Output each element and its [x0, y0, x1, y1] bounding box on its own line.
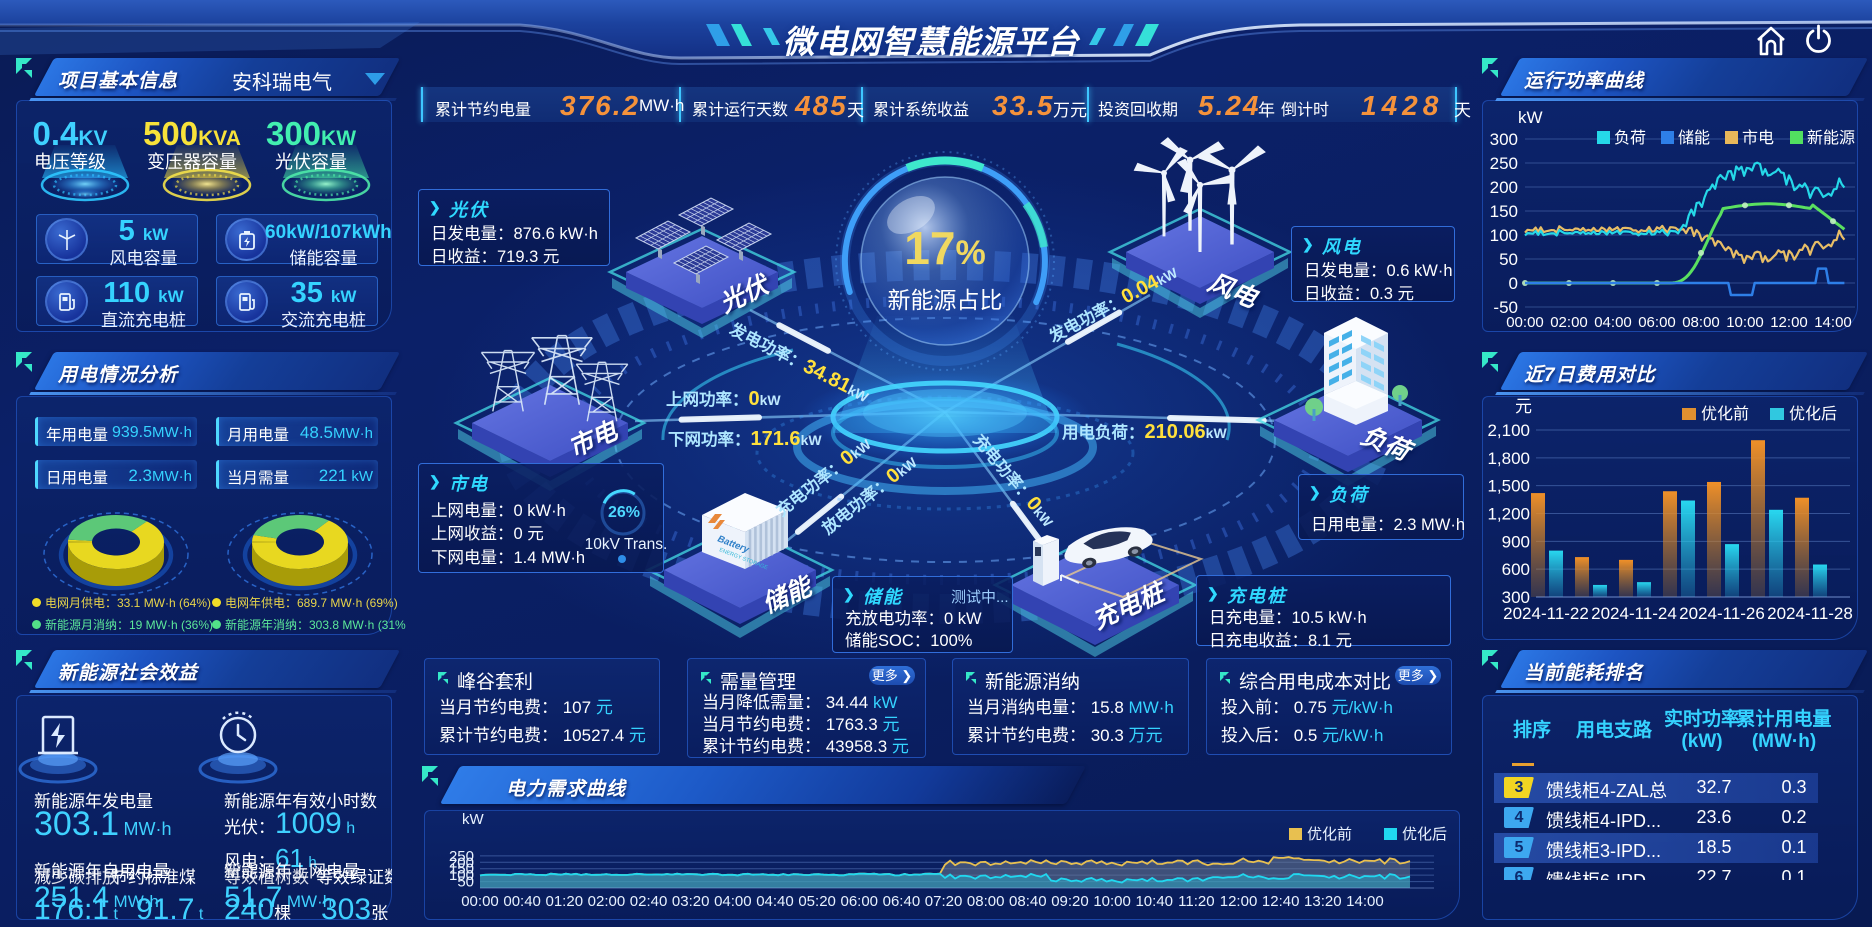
svg-text:300: 300	[1502, 588, 1530, 607]
svg-text:07:20: 07:20	[925, 893, 963, 910]
svg-text:04:00: 04:00	[714, 893, 752, 910]
svg-text:09:20: 09:20	[1051, 893, 1089, 910]
svg-text:1,500: 1,500	[1487, 477, 1530, 496]
svg-text:新能源: 新能源	[1807, 129, 1855, 147]
svg-text:11:20: 11:20	[1178, 893, 1214, 910]
svg-text:1,800: 1,800	[1487, 449, 1530, 468]
svg-text:13:20: 13:20	[1304, 893, 1342, 910]
svg-text:05:20: 05:20	[798, 893, 836, 910]
svg-text:200: 200	[1490, 178, 1518, 197]
svg-text:10:00: 10:00	[1093, 893, 1131, 910]
svg-text:02:40: 02:40	[630, 893, 668, 910]
svg-text:2024-11-22: 2024-11-22	[1503, 604, 1589, 623]
svg-text:00:40: 00:40	[503, 893, 541, 910]
svg-text:08:00: 08:00	[967, 893, 1005, 910]
svg-text:150: 150	[449, 861, 474, 878]
svg-text:08:00: 08:00	[1682, 314, 1720, 331]
svg-text:2,100: 2,100	[1487, 421, 1530, 440]
svg-text:市电: 市电	[1742, 129, 1774, 147]
svg-text:10:00: 10:00	[1726, 314, 1764, 331]
svg-text:14:00: 14:00	[1346, 893, 1384, 910]
svg-text:150: 150	[1490, 202, 1518, 221]
svg-text:01:20: 01:20	[546, 893, 584, 910]
svg-text:12:00: 12:00	[1220, 893, 1258, 910]
svg-text:2024-11-26: 2024-11-26	[1679, 604, 1765, 623]
svg-text:250: 250	[449, 848, 474, 865]
svg-text:300: 300	[1490, 130, 1518, 149]
svg-text:04:40: 04:40	[756, 893, 794, 910]
svg-text:00:00: 00:00	[461, 893, 499, 910]
svg-text:50: 50	[1499, 250, 1518, 269]
svg-text:14:00: 14:00	[1814, 314, 1852, 331]
svg-text:02:00: 02:00	[588, 893, 626, 910]
svg-text:2024-11-28: 2024-11-28	[1767, 604, 1853, 623]
svg-text:100: 100	[1490, 226, 1518, 245]
svg-text:优化后: 优化后	[1789, 405, 1837, 423]
svg-text:优化前: 优化前	[1307, 826, 1352, 843]
svg-text:kW: kW	[1518, 108, 1543, 127]
svg-text:250: 250	[1490, 154, 1518, 173]
svg-text:负荷: 负荷	[1614, 129, 1646, 147]
svg-text:优化后: 优化后	[1402, 826, 1447, 843]
svg-text:10:40: 10:40	[1135, 893, 1173, 910]
svg-text:06:00: 06:00	[840, 893, 878, 910]
svg-text:0: 0	[1509, 274, 1518, 293]
svg-text:06:40: 06:40	[883, 893, 921, 910]
svg-text:00:00: 00:00	[1506, 314, 1544, 331]
svg-text:04:00: 04:00	[1594, 314, 1632, 331]
svg-text:03:20: 03:20	[672, 893, 710, 910]
svg-text:优化前: 优化前	[1701, 405, 1749, 423]
svg-text:50: 50	[457, 874, 474, 891]
svg-text:100: 100	[449, 867, 474, 884]
svg-text:元: 元	[1515, 397, 1532, 416]
svg-text:08:40: 08:40	[1009, 893, 1047, 910]
svg-text:06:00: 06:00	[1638, 314, 1676, 331]
svg-text:12:00: 12:00	[1770, 314, 1808, 331]
svg-text:储能: 储能	[1678, 129, 1710, 147]
svg-text:200: 200	[449, 854, 474, 871]
svg-text:600: 600	[1502, 560, 1530, 579]
svg-text:02:00: 02:00	[1550, 314, 1588, 331]
svg-text:900: 900	[1502, 532, 1530, 551]
svg-text:kW: kW	[462, 811, 485, 828]
svg-text:12:40: 12:40	[1262, 893, 1300, 910]
svg-text:1,200: 1,200	[1487, 505, 1530, 524]
svg-text:-50: -50	[1493, 298, 1518, 317]
svg-text:2024-11-24: 2024-11-24	[1591, 604, 1677, 623]
